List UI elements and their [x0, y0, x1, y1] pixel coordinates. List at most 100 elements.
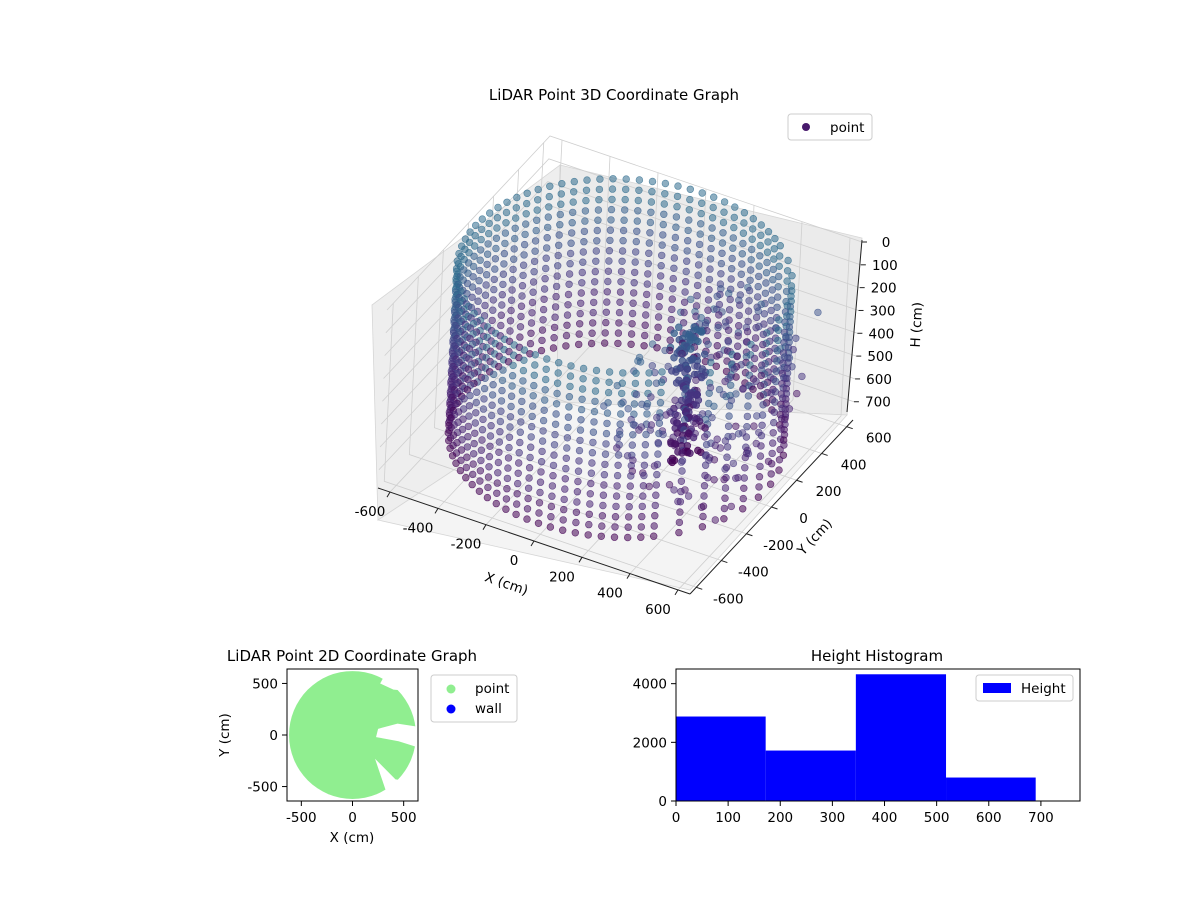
- point-3d: [481, 301, 489, 310]
- legend-2d: point wall: [430, 674, 518, 723]
- point-3d: [546, 523, 555, 531]
- point-3d: [514, 469, 522, 477]
- point-3d: [618, 247, 627, 255]
- x-tick-label-histogram: 400: [872, 810, 898, 826]
- point-3d: [473, 388, 481, 396]
- y-tick-label-histogram: 0: [658, 794, 667, 810]
- z-tick-label-3d: 600: [866, 372, 892, 388]
- point-3d: [766, 317, 775, 325]
- point-3d: [693, 281, 702, 290]
- point-3d: [720, 504, 729, 513]
- point-3d: [672, 368, 680, 376]
- point-3d: [745, 297, 753, 305]
- point-3d: [464, 259, 473, 267]
- point-3d: [600, 339, 609, 347]
- point-3d: [521, 220, 530, 228]
- point-3d: [616, 420, 624, 428]
- point-3d: [492, 499, 500, 508]
- point-3d: [645, 239, 653, 247]
- point-3d: [630, 268, 639, 277]
- point-3d: [742, 433, 751, 441]
- point-3d: [612, 502, 620, 511]
- point-3d: [514, 459, 523, 467]
- point-3d: [494, 469, 502, 477]
- point-3d: [498, 291, 506, 299]
- point-3d: [539, 416, 548, 425]
- point-3d: [680, 308, 688, 317]
- y-tick-3d: [721, 560, 728, 564]
- point-3d: [568, 208, 577, 217]
- point-3d: [623, 533, 632, 542]
- point-3d: [698, 189, 706, 197]
- point-3d: [635, 176, 644, 184]
- point-3d: [508, 372, 517, 380]
- y-tick-label-2d: 500: [252, 676, 278, 692]
- point-3d: [576, 436, 584, 445]
- point-3d: [573, 498, 581, 506]
- point-3d: [484, 483, 492, 492]
- point-3d: [479, 415, 487, 424]
- point-3d: [541, 386, 549, 394]
- point-3d: [724, 338, 733, 346]
- point-3d: [504, 464, 512, 472]
- point-3d: [482, 271, 491, 279]
- point-3d: [531, 351, 539, 359]
- point-3d: [487, 422, 495, 430]
- z-tick-label-3d: 700: [865, 395, 891, 411]
- point-3d: [527, 422, 536, 431]
- point-3d: [546, 182, 554, 191]
- point-3d: [657, 251, 666, 260]
- point-3d: [598, 522, 606, 530]
- point-3d: [757, 231, 765, 240]
- point-3d: [448, 452, 457, 460]
- point-3d: [775, 262, 783, 270]
- point-3d: [538, 447, 546, 456]
- point-3d: [720, 515, 728, 523]
- point-3d: [679, 350, 687, 358]
- point-3d: [477, 456, 485, 465]
- point-3d: [595, 196, 603, 204]
- point-3d: [584, 531, 592, 539]
- point-3d: [675, 323, 683, 331]
- point-3d: [575, 446, 584, 455]
- point-3d: [710, 476, 718, 484]
- point-3d: [602, 308, 610, 316]
- point-3d: [462, 463, 471, 472]
- point-3d: [562, 464, 570, 473]
- point-3d: [484, 240, 492, 248]
- point-3d: [509, 265, 517, 274]
- point-3d: [615, 308, 624, 317]
- point-3d: [538, 336, 546, 345]
- legend-label-point-2d: point: [475, 681, 509, 697]
- point-3d: [588, 319, 597, 327]
- point-3d: [478, 225, 486, 234]
- point-3d: [683, 247, 691, 255]
- point-3d: [519, 366, 528, 375]
- point-3d: [719, 229, 727, 237]
- point-3d: [678, 467, 686, 475]
- point-3d: [463, 453, 471, 461]
- x-tick-label-2d: -500: [286, 810, 317, 826]
- point-3d: [624, 405, 632, 413]
- point-3d: [697, 503, 706, 511]
- point-3d: [605, 378, 613, 386]
- point-3d: [793, 389, 801, 398]
- point-3d: [642, 430, 650, 439]
- point-3d: [723, 453, 731, 461]
- point-3d: [757, 442, 765, 450]
- point-3d: [551, 420, 560, 428]
- point-3d: [561, 485, 569, 493]
- point-3d: [670, 329, 678, 337]
- point-3d: [743, 423, 751, 431]
- point-3d: [558, 180, 566, 188]
- point-3d: [536, 478, 545, 486]
- point-3d: [644, 259, 652, 268]
- point-3d: [776, 242, 784, 250]
- point-3d: [631, 258, 639, 266]
- point-3d: [603, 409, 612, 417]
- y-tick-label-3d: -400: [738, 565, 769, 581]
- legend-label-height: Height: [1021, 681, 1066, 697]
- point-3d: [758, 421, 766, 429]
- point-3d: [516, 438, 524, 447]
- point-3d: [685, 206, 693, 214]
